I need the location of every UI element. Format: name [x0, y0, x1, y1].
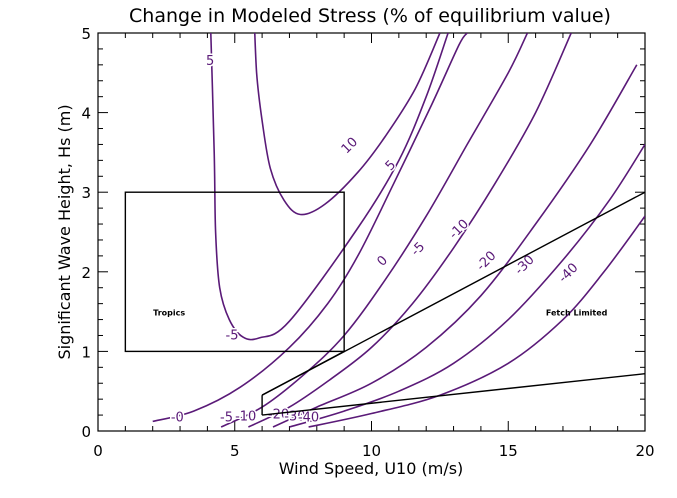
x-tick-label: 5: [230, 442, 240, 460]
contour-label: -5: [220, 410, 233, 425]
x-tick-label: 15: [499, 442, 518, 460]
y-tick-label: 4: [81, 105, 91, 123]
plot-frame: [97, 32, 646, 432]
y-tick-label: 1: [81, 343, 91, 361]
fetch-limited-boundary: [261, 350, 345, 396]
contour-line: [248, 33, 572, 428]
y-tick-label: 2: [81, 264, 91, 282]
contour-line: [152, 33, 468, 423]
contour-line: [253, 33, 441, 216]
contour-label: -40: [298, 410, 319, 425]
y-axis-label: Significant Wave Height, Hs (m): [55, 104, 74, 359]
contour-line: [308, 215, 645, 428]
contour-label: 5: [383, 158, 399, 174]
axis-ticks: [97, 32, 646, 432]
region-annotations: Tropics Fetch Limited: [124, 191, 646, 416]
contour-label: -20: [268, 407, 289, 422]
region-label: Fetch Limited: [546, 309, 608, 318]
x-tick-label: 10: [362, 442, 381, 460]
chart-title: Change in Modeled Stress (% of equilibri…: [129, 5, 611, 27]
contour-label: 0: [374, 253, 390, 269]
contour-label: -0: [171, 410, 184, 425]
contour-label: -20: [474, 249, 500, 275]
tropics-box: [124, 191, 345, 353]
contour-label: -10: [446, 217, 472, 243]
contour-label: 5: [206, 54, 214, 69]
contour-line: [272, 64, 638, 428]
x-tick-label: 20: [635, 442, 654, 460]
tick-labels: 0 5 10 15 20 0 1 2 3 4 5: [81, 25, 654, 460]
contour-line: [220, 33, 529, 428]
x-axis-label: Wind Speed, U10 (m/s): [279, 459, 464, 478]
region-label: Tropics: [153, 309, 185, 318]
y-tick-label: 0: [81, 423, 91, 441]
y-tick-label: 3: [81, 184, 91, 202]
contour-label: -5: [226, 328, 239, 343]
contour-label: -5: [408, 240, 428, 260]
contour-line: [210, 33, 449, 341]
contour-label: -10: [235, 410, 256, 425]
contour-line: [289, 143, 645, 428]
x-tick-label: 0: [93, 442, 103, 460]
contour-label: 10: [339, 135, 361, 157]
fetch-limited-boundary: [262, 372, 646, 416]
y-tick-label: 5: [81, 25, 91, 43]
